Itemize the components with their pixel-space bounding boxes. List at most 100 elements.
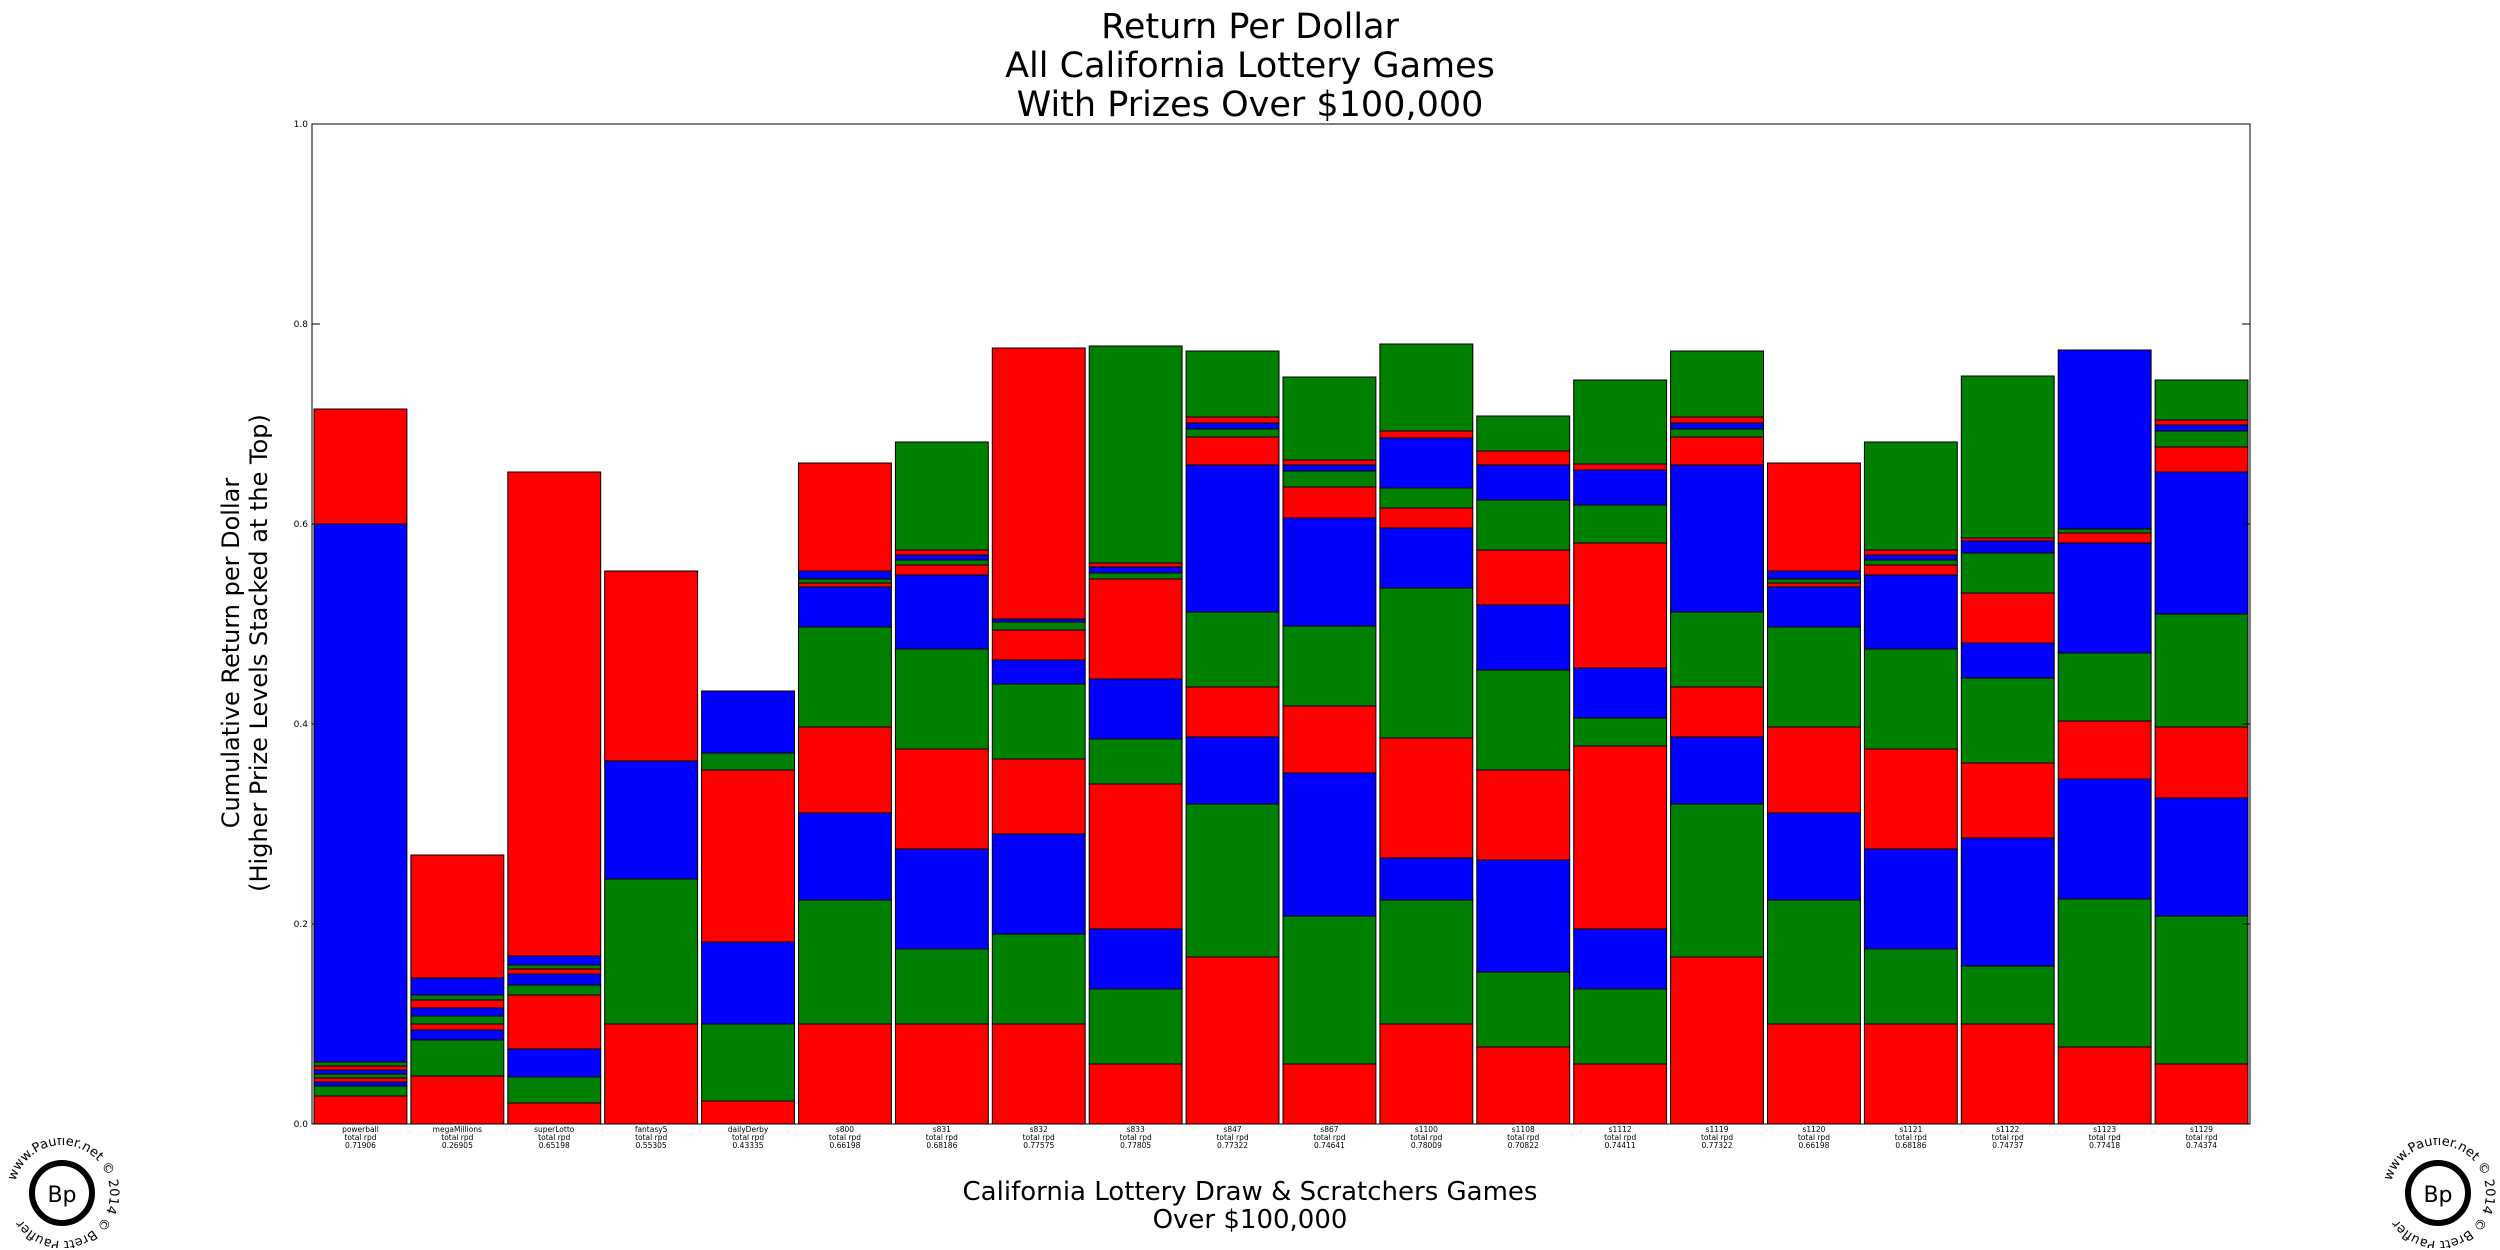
x-tick-label-s1100: s1100 <box>1415 1125 1438 1134</box>
bar-segment-s867-9 <box>1282 464 1377 472</box>
bar-segment-s1123-6 <box>2057 542 2152 654</box>
bar-segment-s1112-11 <box>1573 379 1668 465</box>
x-axis-label: California Lottery Draw & Scratchers Gam… <box>0 1178 2500 1234</box>
bar-segment-s1123-2 <box>2057 898 2152 1048</box>
bar-segment-dailyDerby-5 <box>701 752 795 771</box>
bar-segment-s1122-7 <box>1960 592 2055 644</box>
bar-segment-s867-1 <box>1282 1063 1377 1125</box>
bar-segment-s1100-10 <box>1379 430 1474 439</box>
x-tick-label-fantasy5: fantasy5 <box>635 1125 668 1134</box>
bar-segment-s1121-1 <box>1863 1023 1958 1125</box>
bar-segment-superLotto-8 <box>507 964 602 970</box>
bar-segment-s1121-3 <box>1863 848 1958 950</box>
x-tick-label-s833: s833 <box>1127 1125 1145 1134</box>
bar-segment-fantasy5-4 <box>604 570 699 762</box>
bar-segment-s1108-1 <box>1476 1046 1571 1125</box>
x-tick-label-s847: s847 <box>1223 1125 1241 1134</box>
bar-segment-s833-3 <box>1088 928 1183 990</box>
bar-segment-powerball-3 <box>313 1081 408 1087</box>
x-tick-rpd-value-s1100: 0.78009 <box>1411 1141 1442 1150</box>
bar-layer <box>313 343 2249 1125</box>
bar-segment-s831-2 <box>894 948 989 1025</box>
x-tick-rpd-value-s1119: 0.77322 <box>1702 1141 1733 1150</box>
bar-segment-s867-2 <box>1282 915 1377 1065</box>
x-tick-label-megaMillions: megaMillions <box>433 1125 482 1134</box>
bar-segment-s832-4 <box>991 758 1086 835</box>
x-tick-rpd-label-s800: total rpd <box>829 1133 861 1142</box>
x-tick-label-s1122: s1122 <box>1996 1125 2019 1134</box>
bar-segment-s1121-2 <box>1863 948 1958 1025</box>
bar-segment-s847-6 <box>1185 464 1280 613</box>
bar-segment-s831-7 <box>894 564 989 576</box>
bar-segment-s1100-1 <box>1379 1023 1474 1125</box>
y-tick-label-0.4: 0.4 <box>294 720 309 730</box>
bar-segment-superLotto-9 <box>507 955 602 966</box>
bar-segment-s867-4 <box>1282 705 1377 774</box>
bar-segment-s1100-6 <box>1379 527 1474 589</box>
x-tick-rpd-value-s1123: 0.77418 <box>2089 1141 2120 1150</box>
bar-segment-megaMillions-10 <box>410 854 505 979</box>
y-tick-label-0.6: 0.6 <box>294 520 309 530</box>
x-tick-label-s1121: s1121 <box>1899 1125 1922 1134</box>
x-axis-label-line-1: California Lottery Draw & Scratchers Gam… <box>962 1177 1538 1207</box>
bar-segment-s847-9 <box>1185 422 1280 430</box>
x-tick-rpd-value-powerball: 0.71906 <box>345 1141 376 1150</box>
x-tick-label-s1123: s1123 <box>2093 1125 2116 1134</box>
bar-segment-powerball-7 <box>313 1065 408 1071</box>
bar-segment-s1112-5 <box>1573 717 1668 747</box>
x-tick-rpd-label-s1100: total rpd <box>1410 1133 1442 1142</box>
bar-segment-s867-11 <box>1282 376 1377 461</box>
bar-segment-s1129-9 <box>2154 424 2249 432</box>
bar-segment-superLotto-5 <box>507 984 602 996</box>
x-tick-label-s1129: s1129 <box>2190 1125 2213 1134</box>
bar-segment-s800-1 <box>798 1023 892 1125</box>
bar-segment-s831-9 <box>894 554 989 561</box>
y-tick-label-0.8: 0.8 <box>294 320 309 330</box>
chart-title-line-3: With Prizes Over $100,000 <box>1016 85 1484 125</box>
bar-segment-powerball-9 <box>313 523 408 1063</box>
bar-segment-megaMillions-7 <box>410 999 505 1009</box>
chart-title: Return Per Dollar All California Lottery… <box>0 8 2500 125</box>
bar-segment-s832-2 <box>991 933 1086 1025</box>
bar-segment-s1120-3 <box>1767 812 1861 901</box>
bar-segment-s1120-7 <box>1767 582 1861 588</box>
x-tick-rpd-label-megaMillions: total rpd <box>441 1133 473 1142</box>
bar-segment-s1122-8 <box>1960 552 2055 594</box>
bar-segment-s1129-3 <box>2154 797 2249 917</box>
bar-segment-megaMillions-5 <box>410 1015 505 1025</box>
bar-segment-superLotto-2 <box>507 1076 602 1104</box>
x-tick-rpd-value-s1112: 0.74411 <box>1605 1141 1636 1150</box>
bar-segment-s1123-4 <box>2057 720 2152 780</box>
bar-segment-megaMillions-6 <box>410 1007 505 1017</box>
plot-frame <box>311 123 2251 1125</box>
bar-segment-s1108-9 <box>1476 464 1571 501</box>
bar-segment-megaMillions-3 <box>410 1029 505 1041</box>
bar-segment-s847-1 <box>1185 956 1280 1125</box>
x-tick-rpd-value-s1129: 0.74374 <box>2186 1141 2217 1150</box>
bar-segment-superLotto-4 <box>507 994 602 1050</box>
x-tick-rpd-label-s1119: total rpd <box>1701 1133 1733 1142</box>
bar-segment-superLotto-1 <box>507 1102 602 1125</box>
bar-segment-fantasy5-1 <box>604 1023 699 1125</box>
bar-segment-s1122-2 <box>1960 965 2055 1025</box>
axes-layer <box>311 123 2251 1125</box>
bar-segment-s847-5 <box>1185 611 1280 688</box>
bar-segment-s1108-10 <box>1476 450 1571 466</box>
bar-segment-s831-3 <box>894 848 989 950</box>
x-tick-rpd-label-superLotto: total rpd <box>538 1133 570 1142</box>
bar-segment-s833-9 <box>1088 566 1183 574</box>
bar-segment-dailyDerby-1 <box>701 1100 795 1125</box>
bar-segment-superLotto-7 <box>507 968 602 975</box>
bar-segment-s1119-1 <box>1670 956 1764 1125</box>
bar-segment-s1112-1 <box>1573 1063 1668 1125</box>
bar-segment-s1100-7 <box>1379 507 1474 529</box>
x-tick-rpd-value-megaMillions: 0.26905 <box>442 1141 473 1150</box>
bar-segment-s1119-9 <box>1670 422 1764 430</box>
x-tick-rpd-label-s1123: total rpd <box>2089 1133 2121 1142</box>
bar-segment-s1100-8 <box>1379 487 1474 509</box>
bar-segment-s1129-10 <box>2154 419 2249 426</box>
bar-segment-powerball-2 <box>313 1085 408 1097</box>
x-axis-label-line-2: Over $100,000 <box>1152 1205 1348 1235</box>
bar-segment-s1122-11 <box>1960 375 2055 539</box>
